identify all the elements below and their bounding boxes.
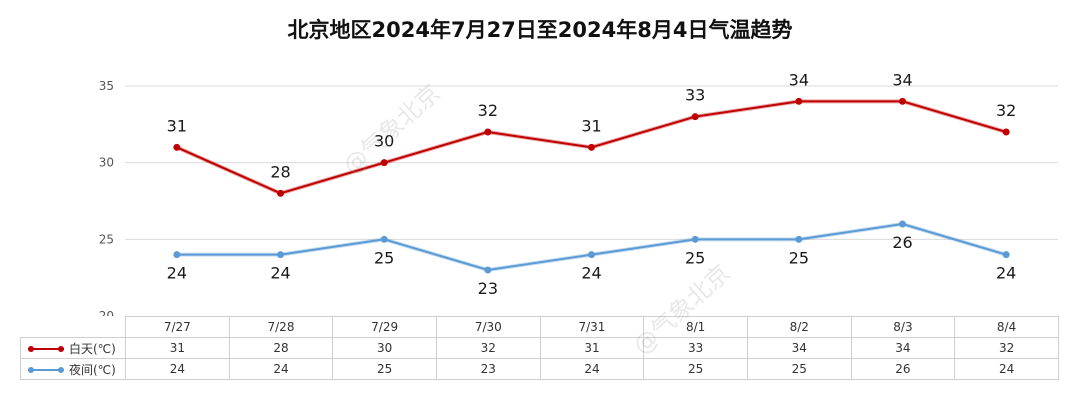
data-label: 25 [685, 248, 705, 267]
y-tick-label: 20 [99, 309, 114, 316]
x-tick-label: 7/27 [125, 316, 230, 338]
table-value-cell: 34 [850, 337, 956, 359]
data-label: 34 [789, 70, 809, 89]
table-value-cell: 25 [643, 358, 748, 380]
y-tick-label: 35 [99, 79, 114, 93]
legend-label: 夜间(℃) [69, 362, 116, 377]
x-tick-label: 7/31 [539, 316, 645, 338]
data-point [795, 97, 803, 105]
data-point [277, 189, 284, 197]
table-value-cell: 32 [435, 337, 541, 359]
data-table-row: 夜间(℃) 24 24 25 23 24 25 25 26 24 [20, 358, 1059, 380]
data-point [484, 128, 492, 136]
table-value-cell: 31 [125, 337, 230, 359]
data-label: 33 [685, 86, 705, 105]
data-table-row: 白天(℃) 31 28 30 32 31 33 34 34 32 [20, 337, 1059, 359]
data-point [277, 251, 284, 259]
data-label: 24 [167, 264, 187, 283]
table-value-cell: 24 [125, 358, 230, 380]
y-tick-label: 30 [99, 156, 114, 170]
legend-entry: 白天(℃) [20, 337, 126, 359]
data-point [1002, 128, 1010, 136]
data-point [380, 159, 388, 167]
table-value-cell: 32 [954, 337, 1059, 359]
chart-title: 北京地区2024年7月27日至2024年8月4日气温趋势 [287, 18, 793, 42]
data-point [588, 143, 595, 151]
data-label: 25 [789, 248, 809, 267]
data-label: 26 [892, 233, 912, 252]
table-value-cell: 34 [746, 337, 852, 359]
table-corner-cell [20, 316, 126, 338]
legend-line-marker [28, 367, 64, 373]
data-point [484, 266, 492, 274]
table-value-cell: 25 [332, 358, 437, 380]
x-tick-label: 8/1 [643, 316, 748, 338]
data-label: 32 [478, 101, 498, 120]
legend-entry: 夜间(℃) [20, 358, 126, 380]
x-tick-label: 7/28 [228, 316, 334, 338]
data-label: 24 [581, 264, 601, 283]
table-value-cell: 26 [850, 358, 956, 380]
x-tick-label: 8/4 [954, 316, 1059, 338]
table-value-cell: 25 [746, 358, 852, 380]
data-label: 23 [478, 279, 498, 298]
table-value-cell: 31 [539, 337, 645, 359]
table-value-cell: 24 [539, 358, 645, 380]
data-label: 28 [270, 162, 290, 181]
data-label: 25 [374, 248, 394, 267]
y-tick-label: 25 [99, 232, 114, 246]
table-value-cell: 24 [954, 358, 1059, 380]
x-tick-label: 7/29 [332, 316, 437, 338]
data-point [173, 251, 181, 259]
data-label: 24 [270, 264, 290, 283]
data-point [1002, 251, 1010, 259]
data-table: 7/27 7/28 7/29 7/30 7/31 8/1 8/2 8/3 8/4 白天(℃) 31… [20, 316, 1059, 380]
data-point [899, 220, 906, 228]
data-label: 32 [996, 101, 1016, 120]
data-point [795, 235, 803, 243]
table-value-cell: 28 [228, 337, 334, 359]
data-label: 34 [892, 70, 912, 89]
data-point [691, 113, 699, 121]
table-value-cell: 23 [435, 358, 541, 380]
data-point [588, 251, 595, 259]
legend-line-marker [28, 346, 64, 352]
data-point [380, 235, 388, 243]
data-point [173, 143, 181, 151]
x-tick-label: 8/2 [746, 316, 852, 338]
data-label: 24 [996, 264, 1016, 283]
data-label: 31 [167, 116, 187, 135]
line-chart: 20 25 30 35 31 28 30 32 31 33 34 34 32 24 24 25 23 24 25 25… [99, 70, 1058, 316]
x-tick-label: 7/30 [435, 316, 541, 338]
data-label: 30 [374, 132, 394, 151]
x-tick-label: 8/3 [850, 316, 956, 338]
table-value-cell: 30 [332, 337, 437, 359]
legend-label: 白天(℃) [69, 341, 116, 356]
data-point [899, 97, 906, 105]
data-label: 31 [581, 116, 601, 135]
data-table-header-row: 7/27 7/28 7/29 7/30 7/31 8/1 8/2 8/3 8/4 [20, 316, 1059, 338]
table-value-cell: 24 [228, 358, 334, 380]
data-point [691, 235, 699, 243]
table-value-cell: 33 [643, 337, 748, 359]
